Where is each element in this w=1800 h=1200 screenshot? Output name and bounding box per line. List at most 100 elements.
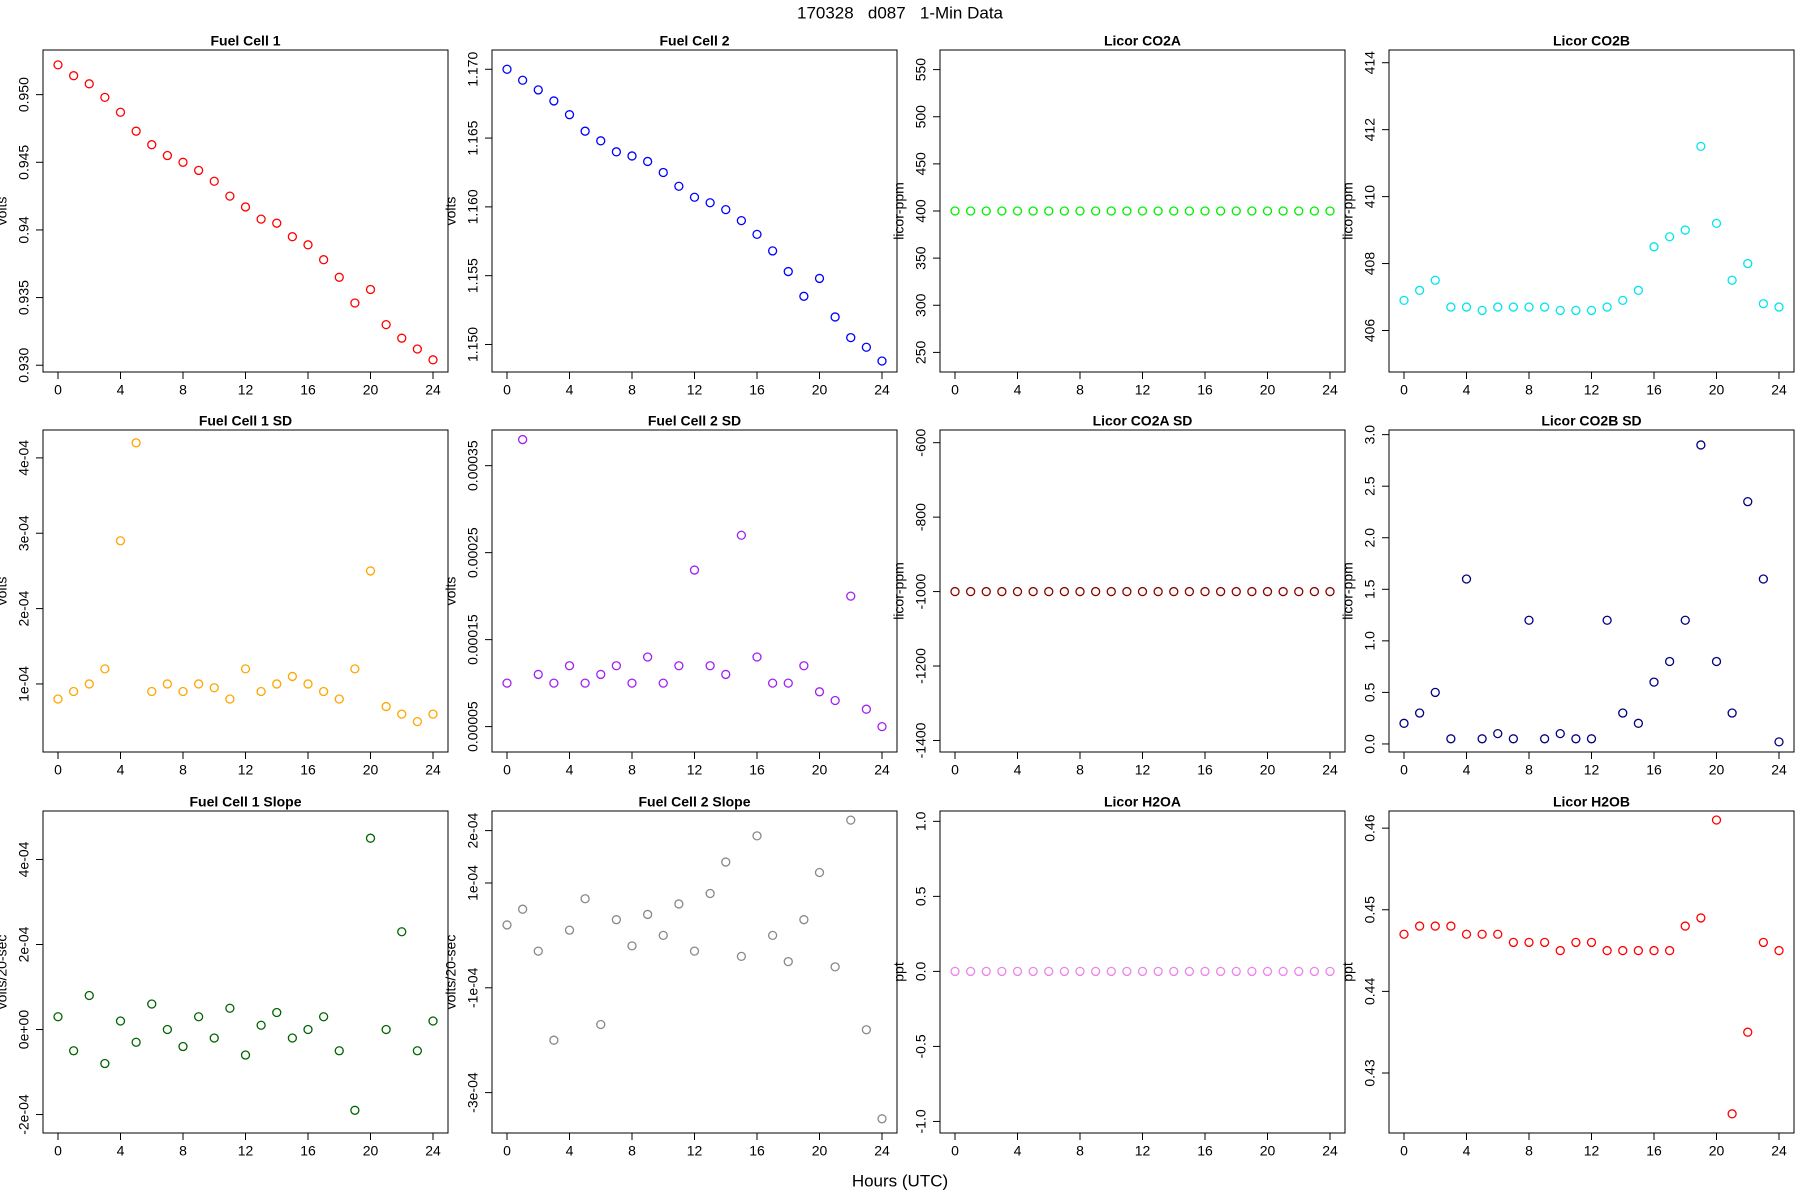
point	[53, 1012, 63, 1022]
point	[1012, 586, 1023, 597]
point	[965, 966, 976, 977]
y-tick-label: 1.5	[1362, 579, 1378, 599]
point	[256, 214, 266, 224]
point	[1169, 586, 1179, 597]
x-tick-label: 0	[54, 1143, 62, 1159]
point	[193, 165, 204, 176]
point	[1680, 225, 1690, 235]
point	[303, 240, 313, 250]
point	[783, 266, 793, 277]
point	[1090, 206, 1101, 216]
point	[1200, 586, 1210, 597]
x-tick-label: 16	[749, 382, 765, 398]
point	[736, 530, 747, 540]
point	[1524, 302, 1534, 312]
y-tick-label: 408	[1362, 252, 1378, 276]
panel: Fuel Cell 2 volts 0 4 8 12 16 20 24 1.150 1.155 1.1…	[443, 33, 898, 398]
x-tick-label: 4	[566, 382, 574, 398]
point	[861, 704, 872, 714]
point	[502, 920, 512, 930]
point	[1231, 586, 1241, 597]
y-tick-label: 2e-04	[16, 926, 32, 962]
point	[115, 107, 126, 117]
point	[287, 671, 298, 682]
point	[1247, 586, 1257, 597]
y-tick-label: 300	[913, 293, 929, 317]
point	[100, 1058, 110, 1069]
point	[1106, 206, 1116, 216]
y-tick-label: 550	[913, 58, 929, 82]
point	[1028, 206, 1038, 216]
point	[318, 1012, 329, 1022]
point	[611, 147, 622, 157]
point	[950, 586, 960, 597]
point	[240, 202, 251, 212]
point	[1399, 295, 1409, 306]
y-tick-label: 0.935	[16, 280, 32, 315]
point	[1169, 206, 1179, 216]
y-axis-label: ppt	[1340, 962, 1356, 982]
point	[131, 438, 141, 448]
point	[225, 1003, 235, 1013]
y-tick-label: 3e-04	[16, 515, 32, 551]
point	[397, 333, 407, 343]
point	[84, 79, 94, 89]
point	[272, 679, 282, 689]
point	[1696, 440, 1706, 450]
point	[533, 946, 543, 956]
x-tick-label: 24	[1771, 762, 1787, 778]
point	[1508, 734, 1519, 744]
y-tick-label: -3e-04	[465, 1072, 481, 1113]
panel: Fuel Cell 1 volts 0 4 8 12 16 20 24 0.930 0.935 0.9…	[0, 33, 449, 398]
point	[68, 71, 79, 81]
point	[1711, 218, 1722, 229]
y-tick-label: 410	[1362, 185, 1378, 209]
y-tick-label: 0.0	[1362, 734, 1378, 754]
point	[256, 686, 266, 697]
point	[564, 110, 575, 120]
y-axis-label: volts	[0, 577, 10, 606]
point	[240, 1050, 251, 1060]
point	[596, 136, 606, 146]
point	[412, 344, 423, 354]
y-axis-label: volts	[0, 197, 10, 226]
point	[736, 951, 747, 962]
point	[517, 904, 528, 914]
y-tick-label: 0.945	[16, 145, 32, 180]
point	[1414, 285, 1425, 295]
point	[1153, 966, 1163, 977]
point	[1743, 258, 1753, 269]
point	[1680, 921, 1690, 931]
point	[752, 831, 762, 841]
plot-frame	[1388, 49, 1795, 373]
y-tick-label: -600	[913, 428, 929, 456]
point	[365, 833, 376, 843]
x-tick-label: 16	[1197, 762, 1213, 778]
point	[1122, 206, 1132, 216]
point	[1430, 921, 1440, 931]
point	[1633, 945, 1644, 956]
point	[1493, 302, 1503, 312]
y-tick-label: 0.950	[16, 77, 32, 112]
x-tick-label: 8	[1076, 762, 1084, 778]
point	[767, 246, 778, 256]
point	[1414, 708, 1425, 718]
point	[517, 434, 528, 445]
point	[830, 695, 840, 706]
x-tick-label: 16	[1646, 1143, 1662, 1159]
x-tick-label: 8	[1076, 1143, 1084, 1159]
point	[596, 1019, 606, 1030]
plot-frame	[491, 810, 898, 1134]
plot-frame	[939, 810, 1346, 1134]
point	[162, 679, 173, 689]
point	[131, 126, 141, 136]
x-tick-label: 12	[687, 762, 703, 778]
panel: Licor H2OB ppt 0 4 8 12 16 20 24 0.43 0.44 0.45 0.46	[1340, 794, 1795, 1159]
y-tick-label: 0.930	[16, 348, 32, 383]
x-tick-label: 24	[874, 762, 890, 778]
y-tick-label: -800	[913, 503, 929, 531]
point	[1727, 1109, 1737, 1119]
point	[1586, 734, 1597, 744]
point	[147, 140, 157, 150]
point	[549, 678, 559, 688]
